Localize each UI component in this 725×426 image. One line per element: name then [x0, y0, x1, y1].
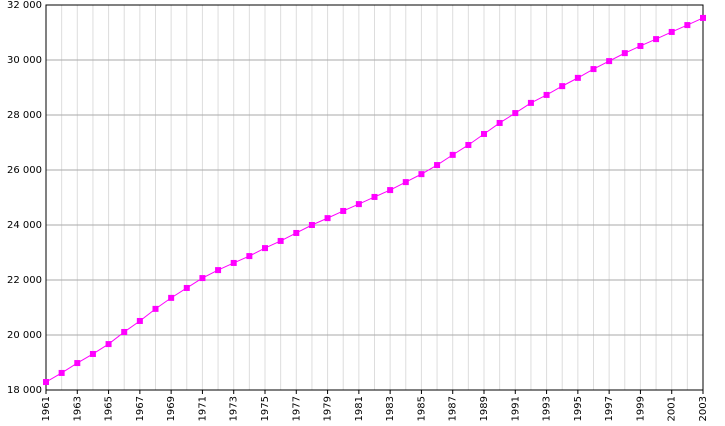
data-point	[58, 369, 65, 376]
x-tick-label: 1969	[166, 396, 177, 421]
data-point	[230, 259, 237, 266]
y-tick-label: 24 000	[7, 220, 42, 231]
x-tick-label: 1971	[197, 396, 208, 421]
y-tick-label: 28 000	[7, 110, 42, 121]
data-point	[324, 215, 331, 222]
data-point	[465, 141, 472, 148]
x-tick-label: 1981	[354, 396, 365, 421]
y-tick-label: 30 000	[7, 55, 42, 66]
x-tick-label: 2001	[667, 396, 678, 421]
data-point	[371, 193, 378, 200]
data-point	[527, 99, 534, 106]
y-tick-label: 26 000	[7, 165, 42, 176]
data-point	[105, 341, 112, 348]
data-point	[308, 222, 315, 228]
data-point	[168, 294, 175, 301]
x-tick-label: 1975	[260, 396, 271, 421]
data-point	[684, 22, 691, 29]
y-tick-label: 18 000	[7, 385, 42, 396]
x-tick-label: 1977	[291, 396, 302, 421]
x-tick-label: 1979	[323, 396, 334, 421]
data-point	[293, 229, 300, 236]
data-point	[590, 66, 597, 73]
x-tick-label: 1995	[573, 396, 584, 421]
x-tick-label: 1993	[542, 396, 553, 421]
data-point	[512, 110, 519, 117]
x-tick-label: 1991	[510, 396, 521, 421]
data-point	[355, 201, 362, 208]
x-tick-label: 1997	[604, 396, 615, 421]
data-point	[621, 50, 628, 57]
data-point	[402, 179, 409, 186]
x-tick-label: 1985	[416, 396, 427, 421]
plot-border	[45, 4, 704, 391]
data-point	[262, 245, 268, 252]
x-tick-label: 1989	[479, 396, 490, 421]
data-point	[449, 151, 456, 158]
data-point	[418, 171, 425, 178]
data-point	[136, 317, 143, 324]
data-point	[700, 14, 706, 21]
data-point	[89, 350, 96, 357]
data-point	[121, 328, 128, 335]
data-point	[74, 360, 81, 367]
data-point	[340, 207, 347, 214]
data-point	[668, 28, 675, 35]
data-point	[199, 275, 206, 282]
data-point	[183, 284, 190, 291]
data-point	[653, 36, 660, 43]
data-point	[43, 379, 49, 386]
data-point	[496, 119, 503, 126]
data-point	[543, 91, 550, 98]
x-tick-label: 1963	[72, 396, 83, 421]
data-point	[277, 237, 284, 244]
data-point	[215, 267, 222, 274]
data-point	[637, 42, 644, 49]
x-tick-label: 1967	[135, 396, 146, 421]
x-tick-label: 1983	[385, 396, 396, 421]
x-tick-label: 1965	[104, 396, 115, 421]
x-tick-label: 1961	[41, 396, 52, 421]
data-point	[387, 187, 394, 194]
data-point	[246, 253, 253, 260]
x-tick-label: 1999	[635, 396, 646, 421]
x-tick-label: 1987	[448, 396, 459, 421]
y-tick-label: 32 000	[7, 0, 42, 11]
data-point	[434, 162, 441, 169]
data-point	[606, 58, 613, 65]
x-tick-label: 1973	[229, 396, 240, 421]
data-point	[559, 83, 566, 90]
data-point	[152, 305, 159, 312]
y-tick-label: 22 000	[7, 275, 42, 286]
y-tick-label: 20 000	[7, 330, 42, 341]
data-point	[574, 74, 581, 81]
data-point	[481, 130, 487, 137]
x-tick-label: 2003	[698, 396, 709, 421]
